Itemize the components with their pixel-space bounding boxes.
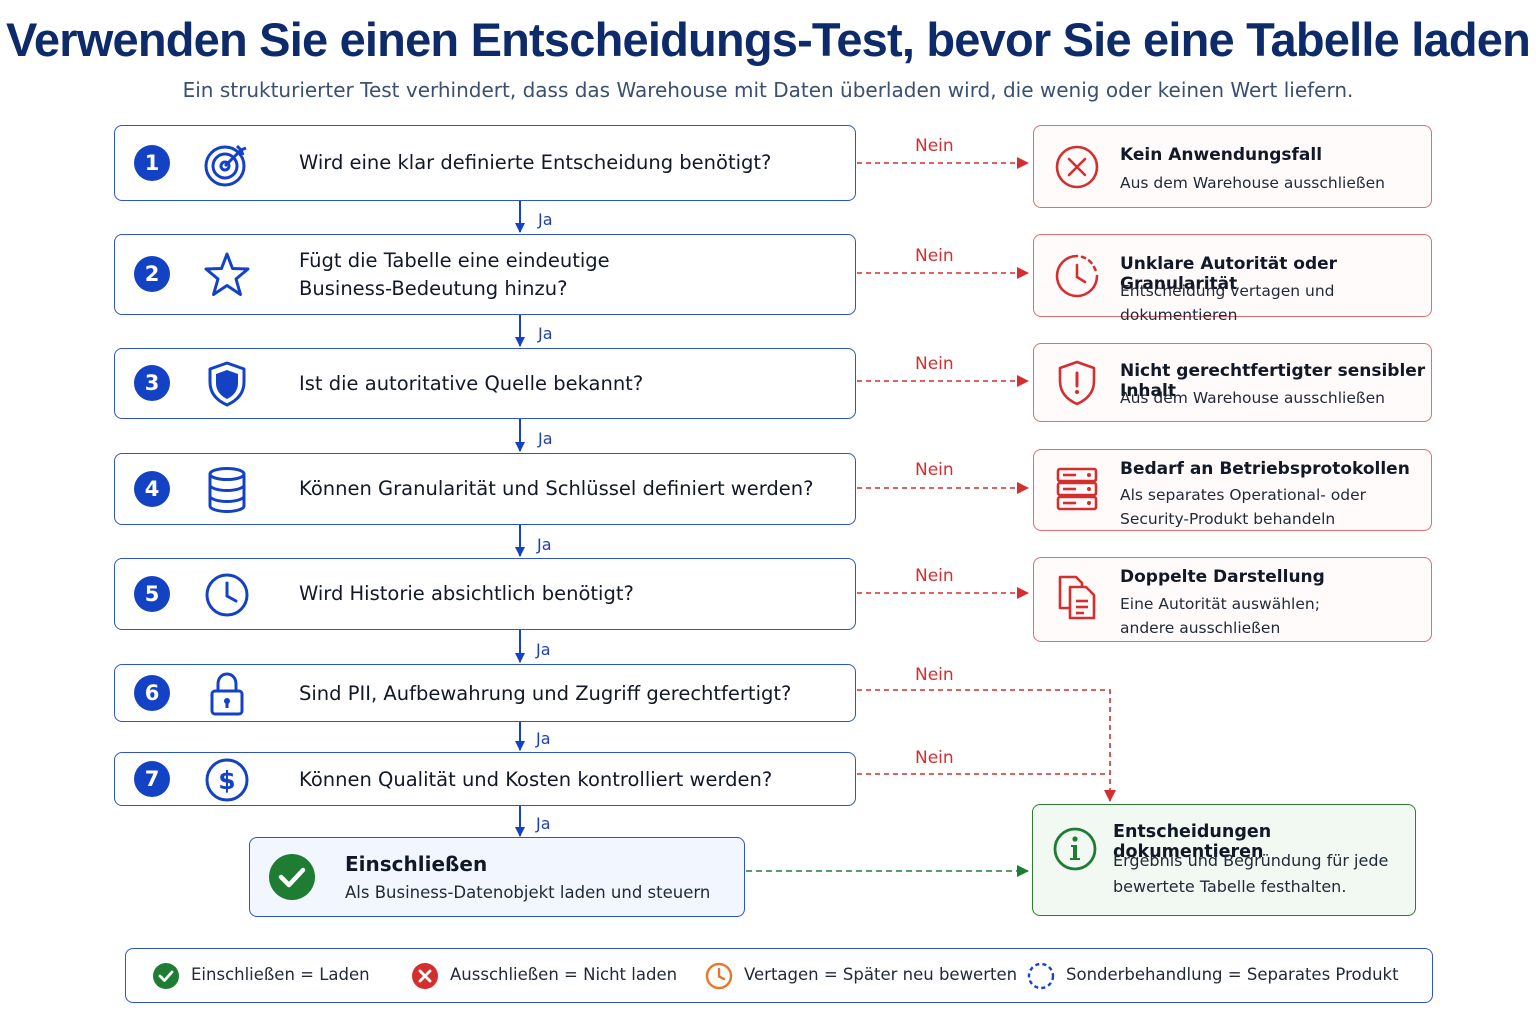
dashed-circle-icon [1027, 962, 1055, 990]
step-number-7: 7 [134, 761, 170, 797]
x-circle-icon [1055, 145, 1099, 189]
step-1-box: 1 Wird eine klar definierte Entscheidung… [114, 125, 856, 201]
legend: Einschließen = Laden Ausschließen = Nich… [125, 948, 1433, 1003]
outcome-2-text: Entscheidung vertagen und dokumentieren [1120, 282, 1335, 324]
document-text: Ergebnis und Begründung für jede bewerte… [1113, 851, 1389, 896]
shield-icon [208, 361, 246, 407]
include-box: Einschließen Als Business-Datenobjekt la… [249, 837, 745, 917]
step-number-6: 6 [134, 675, 170, 711]
step-number-4: 4 [134, 471, 170, 507]
legend-label-exclude: Ausschließen = Nicht laden [450, 965, 678, 984]
outcome-4-title: Bedarf an Betriebsprotokollen [1120, 459, 1410, 479]
lock-icon [210, 672, 244, 716]
yes-label-5: Ja [536, 640, 551, 659]
no-arrow-6 [857, 689, 1116, 802]
outcome-1-text: Aus dem Warehouse ausschließen [1120, 174, 1385, 192]
outcome-3-text: Aus dem Warehouse ausschließen [1120, 389, 1385, 407]
no-label-4: Nein [915, 460, 954, 480]
no-label-1: Nein [915, 136, 954, 156]
document-decisions-box: Entscheidungen dokumentieren Ergebnis un… [1032, 804, 1416, 916]
outcome-unclear-authority: Unklare Autorität oder Granularität Ents… [1033, 234, 1432, 324]
step-5-box: 5 Wird Historie absichtlich benötigt? [114, 558, 856, 630]
target-icon [204, 144, 247, 187]
step-3-question: Ist die autoritative Quelle bekannt? [299, 372, 644, 395]
no-label-5: Nein [915, 566, 954, 586]
step-2-box: 2 Fügt die Tabelle eine eindeutige Busin… [114, 234, 856, 315]
no-label-2: Nein [915, 246, 954, 266]
step-7-box: 7 $ Können Qualität und Kosten kontrolli… [114, 752, 856, 806]
step-5-question: Wird Historie absichtlich benötigt? [299, 582, 634, 605]
step-number-3: 3 [134, 365, 170, 401]
step-2-question: Fügt die Tabelle eine eindeutige Busines… [299, 249, 610, 300]
outcome-no-use-case: Kein Anwendungsfall Aus dem Warehouse au… [1033, 125, 1432, 208]
step-3-box: 3 Ist die autoritative Quelle bekannt? [114, 348, 856, 419]
step-4-question: Können Granularität und Schlüssel defini… [299, 477, 814, 500]
check-circle-icon [153, 963, 179, 989]
step-6-box: 6 Sind PII, Aufbewahrung und Zugriff ger… [114, 664, 856, 722]
outcome-5-title: Doppelte Darstellung [1120, 567, 1325, 587]
legend-label-include: Einschließen = Laden [191, 965, 370, 984]
page-subtitle: Ein strukturierter Test verhindert, dass… [182, 78, 1354, 102]
yes-label-1: Ja [538, 210, 553, 229]
outcome-duplicate: Doppelte Darstellung Eine Autorität ausw… [1033, 557, 1432, 642]
page-title: Verwenden Sie einen Entscheidungs-Test, … [5, 13, 1531, 66]
step-6-question: Sind PII, Aufbewahrung und Zugriff gerec… [299, 682, 792, 705]
info-icon [1053, 827, 1097, 871]
outcome-1-title: Kein Anwendungsfall [1120, 145, 1323, 165]
no-label-7: Nein [915, 748, 954, 768]
outcome-2-title: Unklare Autorität oder Granularität [1120, 254, 1338, 294]
no-label-6: Nein [915, 665, 954, 685]
server-icon [1056, 467, 1098, 511]
legend-label-special: Sonderbehandlung = Separates Produkt [1066, 965, 1399, 984]
include-title: Einschließen [345, 852, 488, 876]
clock-icon [205, 573, 249, 617]
yes-label-3: Ja [538, 429, 553, 448]
svg-text:$: $ [218, 766, 235, 795]
step-number-5: 5 [134, 576, 170, 612]
outcome-operational-logs: Bedarf an Betriebsprotokollen Als separa… [1033, 449, 1432, 531]
yes-label-4: Ja [537, 535, 552, 554]
clock-dashed-icon [1055, 254, 1099, 298]
shield-alert-icon [1058, 360, 1096, 406]
outcome-sensitive-content: Nicht gerechtfertigter sensibler Inhalt … [1033, 343, 1432, 422]
step-1-question: Wird eine klar definierte Entscheidung b… [299, 151, 772, 174]
yes-label-6: Ja [536, 729, 551, 748]
documents-icon [1058, 575, 1096, 620]
no-label-3: Nein [915, 354, 954, 374]
x-circle-icon [412, 963, 438, 989]
dollar-icon: $ [205, 758, 249, 802]
database-icon [208, 467, 246, 514]
include-text: Als Business-Datenobjekt laden und steue… [345, 883, 711, 902]
outcome-5-text: Eine Autorität auswählen; andere ausschl… [1120, 595, 1320, 637]
check-circle-icon [269, 854, 315, 900]
step-number-2: 2 [134, 256, 170, 292]
step-7-question: Können Qualität und Kosten kontrolliert … [299, 768, 773, 791]
star-icon [204, 252, 250, 296]
clock-icon [705, 962, 733, 990]
yes-label-2: Ja [538, 324, 553, 343]
document-title: Entscheidungen dokumentieren [1113, 822, 1272, 862]
step-number-1: 1 [134, 145, 170, 181]
yes-label-7: Ja [536, 814, 551, 833]
legend-label-defer: Vertagen = Später neu bewerten [744, 965, 1018, 984]
step-4-box: 4 Können Granularität und Schlüssel defi… [114, 453, 856, 525]
outcome-4-text: Als separates Operational- oder Security… [1120, 486, 1367, 528]
outcome-3-title: Nicht gerechtfertigter sensibler Inhalt [1120, 361, 1426, 401]
